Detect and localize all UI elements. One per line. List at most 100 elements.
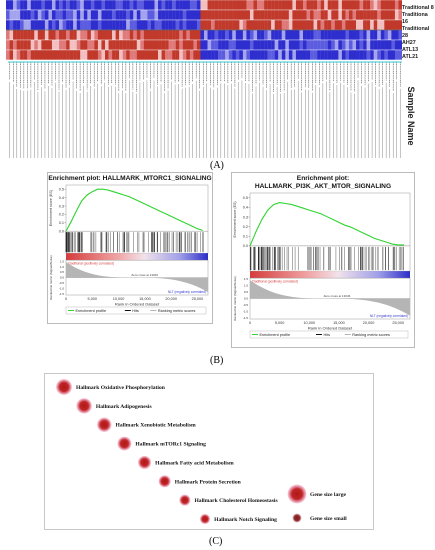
rank-tick-label: -1.5 [59,292,65,296]
es-axis-label: Enrichment score (ES) [233,201,237,237]
heatmap-cell [228,10,233,20]
heatmap-cell [34,10,38,20]
heatmap-cell [30,10,35,20]
heatmap-cell [306,50,311,60]
gsea-title-line2: HALLMARK_PI3K_AKT_MTOR_SIGNALING [255,183,391,190]
heatmap-cell [214,30,219,40]
heatmap-cell [313,0,318,10]
heatmap-cell [168,40,173,50]
heatmap-cell [44,50,49,60]
heatmap-cell [221,50,226,60]
heatmap-cell [232,50,236,60]
heatmap-cell [228,30,233,40]
heatmap-cell [175,20,180,30]
legend-box [65,306,207,315]
heatmap-cell [168,20,173,30]
heatmap-cell [391,50,396,60]
heatmap-cell [62,20,67,30]
heatmap-cell [249,30,254,40]
heatmap-cell [66,30,70,40]
heatmap-cell [27,30,31,40]
heatmap-cell [288,10,293,20]
row-label: ATL13 [402,47,419,53]
rank-tick-label: 1.0 [60,265,65,269]
heatmap-cell [278,50,282,60]
heatmap-cell [34,0,38,10]
heatmap-cell [267,0,272,10]
heatmap-cell [380,50,385,60]
heatmap-cell [179,10,183,20]
heatmap-cell [281,40,286,50]
heatmap-cell [20,10,24,20]
heatmap-cell [303,30,307,40]
heatmap-cell [310,0,314,10]
heatmap-cell [387,50,392,60]
heatmap-cell [105,20,109,30]
heatmap-cell [303,50,307,60]
heatmap-cell [158,50,162,60]
heatmap-cell [115,30,120,40]
heatmap-cell [6,0,10,10]
heatmap-cell [196,0,201,10]
heatmap-cell [363,10,367,20]
heatmap-cell [295,30,300,40]
heatmap-cell [83,10,88,20]
panel-b-label: (B) [210,355,224,366]
heatmap-cell [228,0,233,10]
heatmap-cell [97,50,102,60]
heatmap-cell [83,50,88,60]
heatmap-cell [133,40,137,50]
heatmap-cell [356,40,360,50]
heatmap-cell [154,50,159,60]
heatmap-cell [295,40,300,50]
legend-bubble-large [287,484,307,504]
heatmap-cell [327,20,332,30]
heatmap-cell [136,40,141,50]
heatmap-cell [246,0,251,10]
legend-bubble-small [292,513,302,523]
heatmap-cell [235,0,240,10]
heatmap-cell [62,30,67,40]
heatmap-cell [115,20,120,30]
heatmap-cell [356,0,360,10]
heatmap-cell [260,50,265,60]
heatmap-cell [193,10,198,20]
heatmap-cell [267,40,272,50]
heatmap-cell [122,30,127,40]
x-tick-label: 5,000 [88,297,98,301]
heatmap-cell [112,40,116,50]
expression-heatmap [6,0,402,60]
heatmap-cell [218,30,222,40]
heatmap-cell [370,0,374,10]
heatmap-cell [271,50,275,60]
heatmap-cell [281,30,286,40]
heatmap-cell [239,40,244,50]
heatmap-cell [391,30,396,40]
heatmap-cell [225,40,229,50]
heatmap-cell [23,0,28,10]
heatmap-cell [51,20,56,30]
heatmap-cell [90,20,95,30]
heatmap-cell [73,10,77,20]
heatmap-cell [62,50,67,60]
heatmap-cell [44,20,49,30]
heatmap-cell [80,10,84,20]
heatmap-cell [285,50,290,60]
heatmap-cell [380,30,385,40]
heatmap-cell [267,30,272,40]
heatmap-cell [168,50,173,60]
heatmap-cell [20,20,24,30]
heatmap-cell [334,30,339,40]
heatmap-cell [221,40,226,50]
heatmap-cell [140,50,145,60]
heatmap-cell [108,30,113,40]
pathway-bubble-chart: Hallmark Oxidative Phosphorylation Hallma… [44,373,374,530]
heatmap-cell [320,10,325,20]
heatmap-cell [158,0,162,10]
heatmap-cell [331,40,335,50]
heatmap-cell [6,30,10,40]
x-tick-label: 20,000 [165,297,177,301]
heatmap-cell [359,0,364,10]
heatmap-cell [143,20,148,30]
heatmap-cell [126,50,130,60]
